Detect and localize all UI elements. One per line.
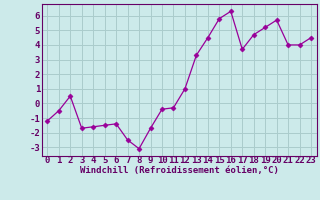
X-axis label: Windchill (Refroidissement éolien,°C): Windchill (Refroidissement éolien,°C) — [80, 166, 279, 175]
